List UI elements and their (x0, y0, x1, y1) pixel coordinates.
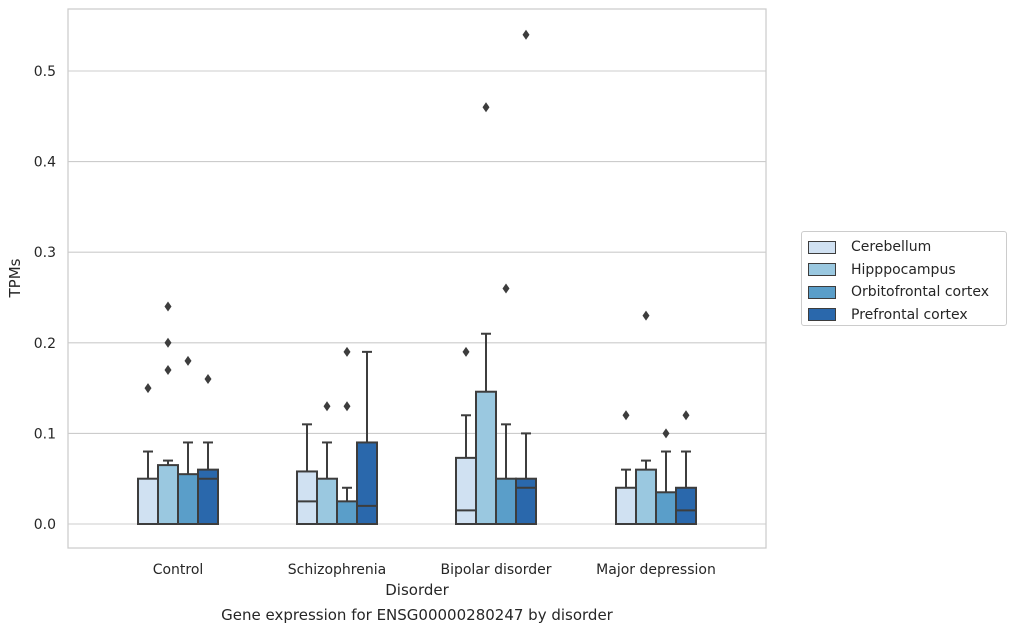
series-orbitofrontal-cortex (177, 283, 677, 526)
box-body (137, 477, 159, 526)
x-axis-title: Disorder (385, 581, 449, 599)
outlier-point (502, 283, 510, 294)
outlier-point (642, 310, 650, 321)
y-tick-label: 0.4 (34, 155, 56, 171)
series-cerebellum (137, 346, 637, 526)
gridlines (68, 70, 766, 525)
box-body (495, 477, 517, 526)
box-body (455, 456, 477, 525)
legend-swatch (808, 308, 836, 322)
box (615, 410, 637, 526)
box-body (197, 468, 219, 526)
x-tick-label: Schizophrenia (288, 562, 386, 578)
box (197, 374, 219, 526)
legend-item: Cerebellum (808, 236, 1006, 259)
box-body (475, 390, 497, 525)
outlier-point (164, 364, 172, 375)
box (316, 401, 338, 526)
legend-label: Prefrontal cortex (851, 306, 968, 323)
legend-swatch (808, 263, 836, 277)
legend-swatch (808, 285, 836, 299)
outlier-point (622, 410, 630, 421)
x-tick-label: Bipolar disorder (440, 562, 551, 578)
box-body (356, 441, 378, 525)
box-body (655, 491, 677, 526)
box (157, 301, 179, 525)
series-hipppocampus (157, 102, 657, 526)
outlier-point (462, 346, 470, 357)
figure-caption: Gene expression for ENSG00000280247 by d… (221, 606, 613, 624)
y-tick-label: 0.2 (34, 336, 56, 352)
box (475, 102, 497, 525)
box-body (635, 468, 657, 526)
outlier-point (204, 374, 212, 385)
y-tick-label: 0.3 (34, 245, 56, 261)
y-tick-label: 0.5 (34, 64, 56, 80)
outlier-point (522, 29, 530, 40)
y-tick-label: 0.0 (34, 517, 56, 533)
box (177, 355, 199, 526)
legend-item: Orbitofrontal cortex (808, 281, 1006, 304)
outlier-point (682, 410, 690, 421)
outlier-point (662, 428, 670, 439)
outlier-point (144, 383, 152, 394)
x-tick-label: Major depression (596, 562, 716, 578)
box-body (515, 477, 537, 526)
legend-label: Hipppocampus (851, 261, 956, 278)
plot-area-frame (67, 8, 767, 549)
box-body (675, 486, 697, 526)
outlier-point (164, 301, 172, 312)
box (675, 410, 697, 526)
outlier-point (323, 401, 331, 412)
legend-item: Hipppocampus (808, 259, 1006, 282)
box-body (296, 470, 318, 525)
series-prefrontal-cortex (197, 29, 697, 526)
box-series (137, 29, 697, 526)
box (455, 346, 477, 525)
y-tick-label: 0.1 (34, 426, 56, 442)
y-axis-title: TPMs (6, 258, 24, 298)
box-body (615, 486, 637, 526)
legend-label: Cerebellum (851, 239, 932, 256)
box (296, 423, 318, 525)
legend: Cerebellum Hipppocampus Orbitofrontal cort… (801, 231, 1007, 326)
legend-item: Prefrontal cortex (808, 304, 1006, 327)
x-tick-label: Control (153, 562, 204, 578)
outlier-point (184, 355, 192, 366)
outlier-point (164, 337, 172, 348)
box-body (316, 477, 338, 526)
outlier-point (343, 401, 351, 412)
box-body (157, 464, 179, 525)
box (336, 346, 358, 526)
box-body (336, 500, 358, 526)
box (655, 428, 677, 526)
box (495, 283, 517, 526)
legend-swatch (808, 240, 836, 254)
box (137, 383, 159, 526)
outlier-point (343, 346, 351, 357)
y-axis-ticks: 0.0 0.1 0.2 0.3 0.4 0.5 (34, 64, 56, 533)
x-axis-ticks: Control Schizophrenia Bipolar disorder Majo… (153, 562, 716, 578)
outlier-point (482, 102, 490, 113)
box-body (177, 473, 199, 526)
legend-label: Orbitofrontal cortex (851, 284, 989, 301)
box (356, 350, 378, 525)
box (515, 29, 537, 526)
